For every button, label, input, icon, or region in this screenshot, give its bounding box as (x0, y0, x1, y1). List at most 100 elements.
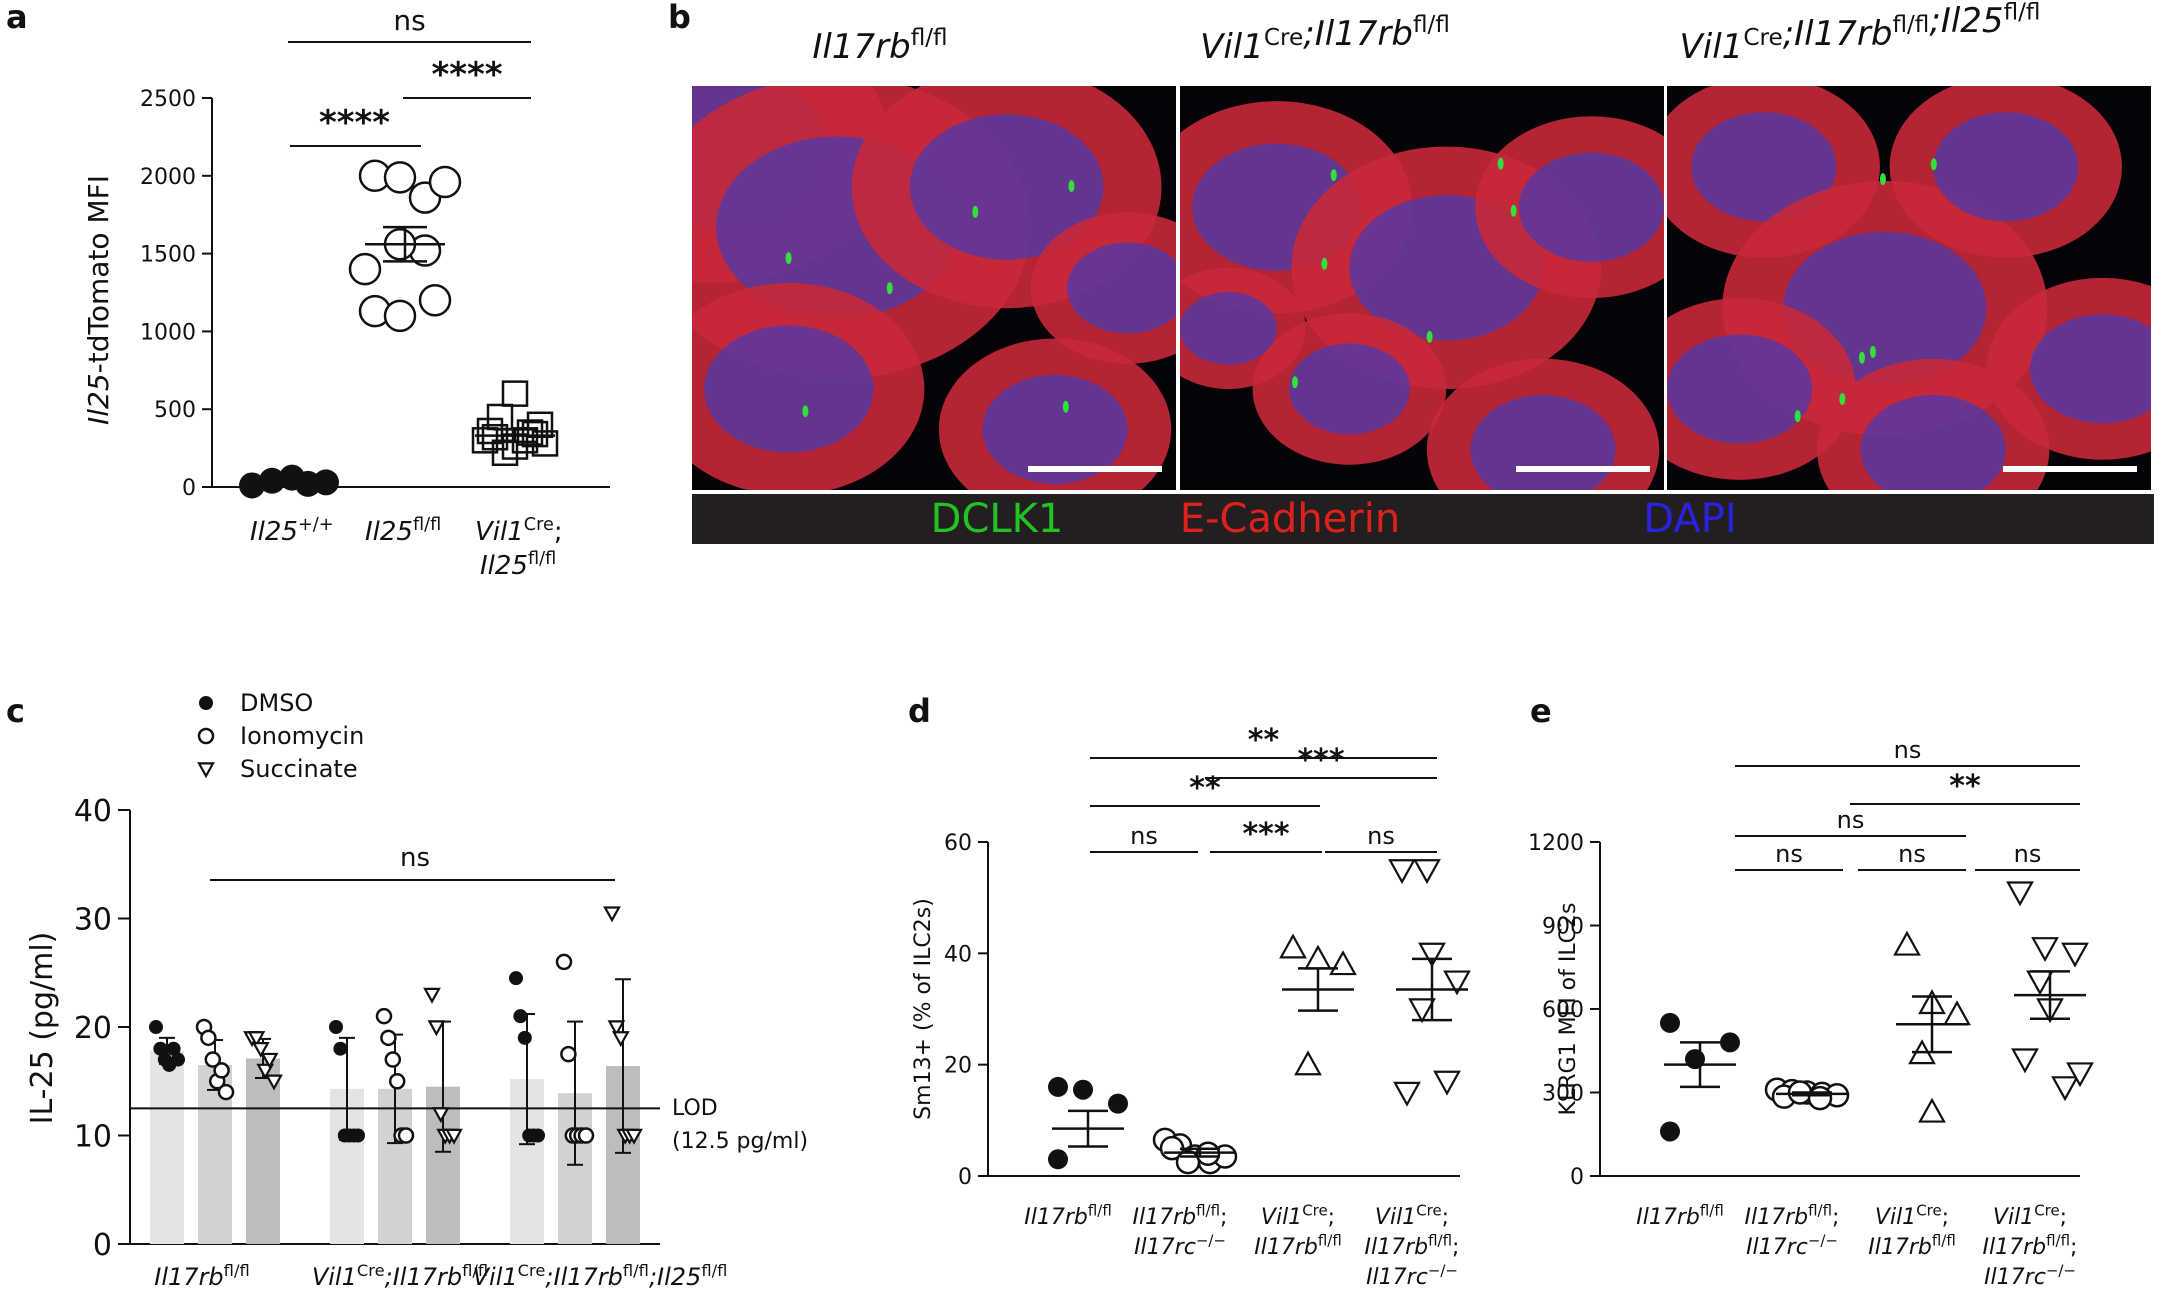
label-superscript: fl/fl (528, 549, 556, 569)
nuclei-region (1860, 395, 2006, 490)
label-superscript: fl/fl (413, 515, 441, 535)
panel-d-point (1418, 942, 1446, 968)
label-text: ; (554, 517, 563, 547)
panel-e-sig-label: ns (1837, 806, 1865, 834)
panel-e-y-label: KLRG1 MFI of ILC2s (1556, 903, 1581, 1116)
panel-c-point (445, 1128, 463, 1145)
panel-c-point (555, 953, 573, 971)
label-text: Il25 (250, 517, 298, 547)
label-text: Il17rb (1983, 1235, 2047, 1260)
panel-c-x-label: Vil1Cre;Il17rbfl/fl;Il25fl/fl (473, 1261, 728, 1291)
panel-c-point (384, 1051, 402, 1068)
panel-b-title-2: Vil1Cre;Il17rbfl/fl;Il25fl/fl (1680, 0, 2041, 67)
panel-d-point (1294, 1050, 1322, 1076)
label-text: Il17rb (1254, 1235, 1318, 1260)
nuclei-region (1667, 334, 1813, 444)
dclk1-spot (1426, 330, 1433, 343)
panel-e-x-label-line2: Il17rc−/− (1746, 1232, 1838, 1260)
label-superscript: Cre (2034, 1202, 2059, 1220)
label-superscript: fl/fl (623, 1261, 649, 1280)
panel-d-x-label-line2: Il17rbfl/fl (1254, 1232, 1342, 1260)
dclk1-spot (972, 205, 979, 218)
panel-a-x-label: Il25fl/fl (365, 515, 441, 547)
panel-e-point (1660, 1121, 1680, 1142)
dclk1-spot (1291, 376, 1298, 389)
panel-e-point (1660, 1012, 1680, 1033)
label-text: ; (1220, 1205, 1227, 1230)
panel-a-point (313, 469, 339, 496)
panel-a-sig-label: **** (319, 103, 390, 143)
dclk1-spot (785, 252, 792, 265)
panel-d-sig-label: *** (1242, 817, 1289, 852)
dclk1-spot (1321, 257, 1328, 270)
label-text: Il25 (480, 551, 528, 581)
panel-e-point (2061, 942, 2089, 968)
panel-c-y-tick-label: 30 (74, 903, 112, 938)
nuclei-region (1067, 242, 1176, 334)
label-text: Il17rb (1868, 1235, 1932, 1260)
panel-e-point (1893, 930, 1921, 956)
panel-c-x-label: Vil1Cre;Il17rbfl/fl (312, 1261, 488, 1291)
label-text: ;Il17rb (385, 1263, 462, 1291)
label-text: ; (1942, 1205, 1949, 1230)
panel-c-point (200, 1029, 217, 1047)
label-text: Vil1 (1200, 27, 1264, 67)
panel-c-legend-marker (199, 696, 213, 710)
label-text: Vil1 (1261, 1205, 1302, 1230)
panel-d-y-tick-label: 40 (944, 942, 972, 967)
panel-c-point (611, 1031, 630, 1048)
dclk1-spot (1497, 157, 1504, 170)
panel-d-point (1304, 944, 1332, 970)
label-superscript: fl/fl (911, 25, 948, 51)
microscopy-image (1180, 86, 1664, 490)
panel-c-lod-label: LOD (672, 1096, 718, 1121)
label-superscript: Cre (1264, 25, 1303, 51)
label-text: Vil1 (312, 1263, 357, 1291)
panel-c-point (513, 1009, 528, 1024)
cell-layer (692, 86, 1176, 490)
dclk1-spot (1879, 173, 1886, 186)
panel-c-y-tick-label: 0 (93, 1228, 112, 1263)
panel-d-point (1408, 998, 1436, 1024)
label-superscript: fl/fl (1088, 1202, 1112, 1220)
panel-c-point (351, 1128, 365, 1143)
panel-d-x-label: Il17rbfl/fl; (1133, 1202, 1228, 1230)
panel-c-point (603, 906, 621, 923)
panel-c-point (333, 1041, 348, 1056)
nuclei-region (1518, 152, 1664, 262)
microscopy-image (692, 86, 1176, 490)
label-superscript: Cre (524, 515, 554, 535)
nuclei-region (2030, 314, 2151, 424)
panel-c-point (517, 1030, 532, 1045)
label-text: Vil1 (1875, 1205, 1916, 1230)
panel-d-point (1393, 1081, 1421, 1107)
panel-a-point (239, 472, 265, 499)
nuclei-region (1288, 343, 1410, 435)
scale-bar (2003, 466, 2137, 472)
label-text: ;Il25 (1929, 1, 2003, 41)
label-superscript: Cre (1743, 25, 1782, 51)
panel-d-x-label-line3: Il17rc−/− (1366, 1262, 1458, 1290)
panel-d-x-label: Vil1Cre; (1261, 1202, 1335, 1230)
label-text: Il17rb (1636, 1205, 1700, 1230)
panel-d-point (1073, 1079, 1093, 1100)
label-superscript: fl/fl (2004, 0, 2041, 25)
label-text: ;Il17rb (1303, 14, 1413, 54)
cell-layer (1667, 86, 2151, 490)
panel-c-point (380, 1029, 397, 1047)
scale-bar (1028, 466, 1162, 472)
label-superscript: fl/fl (1700, 1202, 1724, 1220)
panel-d-y-tick-label: 0 (958, 1165, 972, 1190)
label-superscript: −/− (1808, 1232, 1838, 1250)
panel-e-point (1918, 1097, 1946, 1123)
panel-d-point (1175, 1149, 1201, 1175)
panel-d-sig-label: ** (1248, 723, 1280, 758)
label-text: Il17rc (1366, 1265, 1428, 1290)
panel-c-legend-label: DMSO (240, 689, 313, 717)
panel-e-point (2051, 1076, 2079, 1102)
panel-d-point (1443, 970, 1471, 996)
panel-c-point (509, 971, 523, 986)
panel-b-title-1: Vil1Cre;Il17rbfl/fl (1200, 12, 1450, 67)
label-text: ; (1832, 1205, 1839, 1230)
label-superscript: Cre (1916, 1202, 1941, 1220)
